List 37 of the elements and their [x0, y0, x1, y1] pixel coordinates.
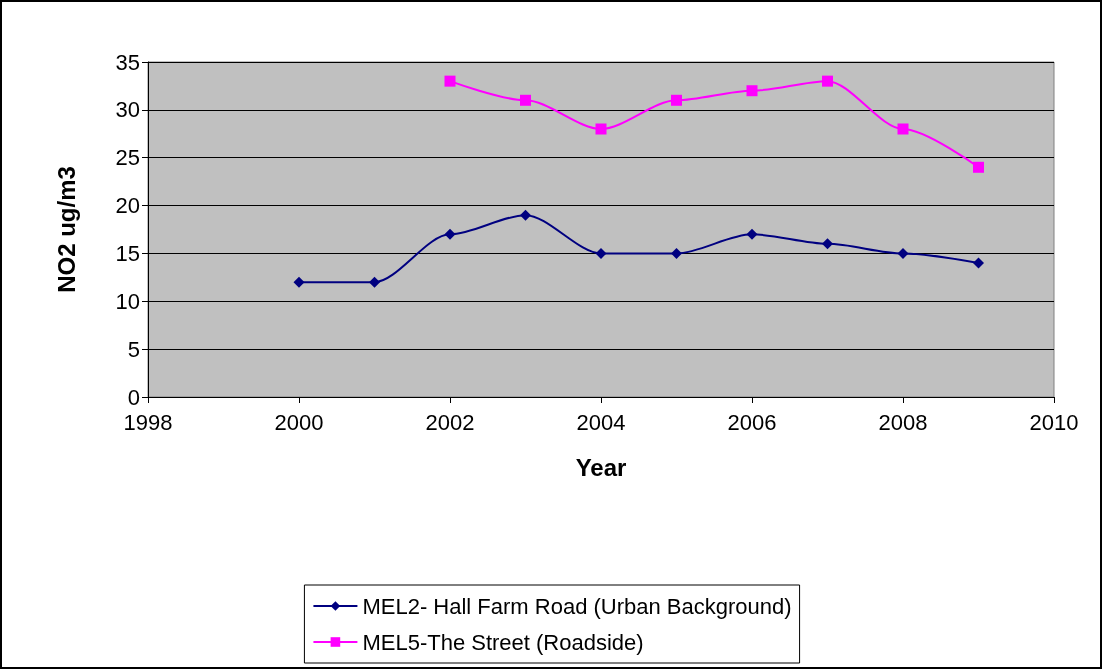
y-axis-title: NO2 ug/m3 [52, 166, 80, 293]
y-tick-label: 30 [115, 97, 140, 123]
point [595, 247, 607, 259]
point [671, 94, 682, 106]
legend-label: MEL2- Hall Farm Road (Urban Background) [362, 593, 792, 619]
point [671, 247, 682, 259]
point [746, 85, 758, 97]
point [897, 123, 909, 135]
x-axis-title: Year [575, 453, 627, 481]
y-tick-label: 15 [115, 240, 140, 266]
y-tick-label: 35 [115, 49, 140, 75]
point [595, 123, 607, 135]
y-tick-label: 0 [127, 384, 140, 410]
point [822, 75, 833, 87]
y-tick-label: 5 [127, 336, 140, 362]
point [520, 209, 531, 221]
y-tick-label: 10 [115, 288, 140, 314]
x-tick-label: 2004 [576, 409, 626, 435]
x-tick-label: 2000 [274, 409, 324, 435]
x-tick-label: 2006 [727, 409, 777, 435]
point [369, 276, 380, 288]
point [822, 238, 833, 250]
point [973, 161, 984, 173]
x-tick-label: 2002 [425, 409, 475, 435]
y-tick-label: 25 [115, 145, 140, 171]
point [520, 94, 531, 106]
point [973, 257, 984, 269]
point [293, 276, 305, 288]
point [746, 228, 758, 240]
point [444, 75, 456, 87]
x-tick-label: 1998 [123, 409, 173, 435]
y-tick-label: 20 [115, 193, 140, 219]
x-tick-label: 2008 [878, 409, 928, 435]
point [897, 247, 909, 259]
x-tick-label: 2010 [1029, 409, 1079, 435]
legend-label: MEL5-The Street (Roadside) [362, 629, 644, 655]
point [444, 228, 456, 240]
